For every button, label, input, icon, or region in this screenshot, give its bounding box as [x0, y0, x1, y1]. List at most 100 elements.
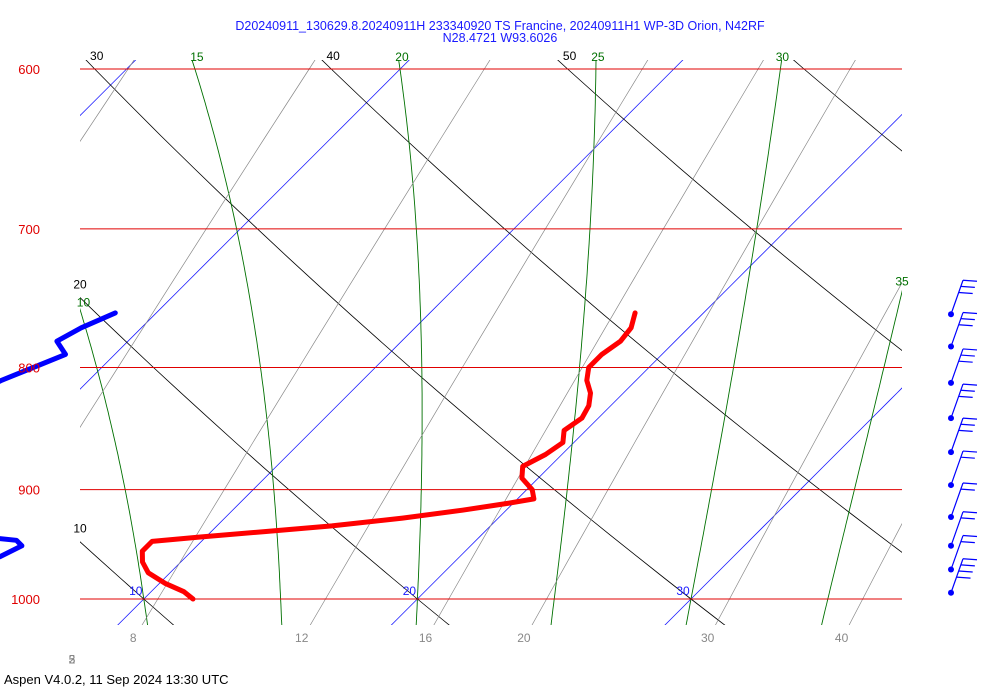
- isotherm-line: [904, 0, 1000, 659]
- mixing-ratio-line: [0, 0, 40, 659]
- moist-adiabat-line: [550, 60, 597, 625]
- temperature-profile: [139, 310, 638, 602]
- wind-barb-feather: [962, 450, 978, 453]
- footer-version: Aspen V4.0.2, 11 Sep 2024 13:30 UTC: [4, 672, 229, 687]
- mixing-ratio-label: 3: [69, 652, 76, 666]
- wind-barb-feather: [960, 354, 975, 357]
- mixing-ratio-label: 12: [295, 631, 309, 645]
- moist-adiabat-label: 25: [591, 50, 605, 64]
- mixing-ratio-line: [433, 60, 764, 625]
- wind-barb-feather: [958, 324, 973, 327]
- wind-barb-feather: [962, 417, 978, 420]
- pressure-tick-label: 800: [18, 360, 40, 375]
- moist-adiabat-label: 10: [77, 295, 91, 309]
- wind-barb-feather: [960, 488, 975, 491]
- wind-barb-feather: [962, 558, 978, 561]
- dry-adiabat-label: 20: [73, 278, 87, 292]
- sounding-profiles: [0, 310, 638, 602]
- chart-grid: [0, 0, 1000, 659]
- wind-barb-feather: [960, 541, 975, 544]
- wind-barb-feather: [958, 395, 973, 398]
- isotherm-label: 10: [129, 584, 143, 598]
- moist-adiabat-label: 35: [895, 275, 909, 289]
- mixing-ratio-label: 16: [419, 631, 433, 645]
- pressure-tick-label: 700: [18, 222, 40, 237]
- mixing-ratio-line: [531, 60, 856, 625]
- wind-barb-staff: [950, 280, 964, 315]
- wind-barb-feather: [960, 564, 975, 567]
- moist-adiabat-line: [191, 60, 283, 625]
- dry-adiabat-line: [85, 60, 726, 625]
- wind-barb-feather: [960, 389, 975, 392]
- wind-barb-feather: [958, 360, 973, 363]
- isotherm-label: 20: [403, 584, 417, 598]
- wind-barb-feather: [962, 534, 978, 538]
- dry-adiabat-line: [954, 0, 1000, 659]
- mixing-ratio-label: 5: [69, 652, 76, 666]
- dry-adiabat-label: 30: [90, 49, 104, 63]
- pressure-tick-label: 1000: [11, 592, 40, 607]
- mixing-ratio-line: [715, 282, 902, 625]
- dry-adiabat-line: [321, 60, 902, 553]
- moist-adiabat-label: 20: [395, 50, 409, 64]
- isotherm-label: 30: [676, 584, 690, 598]
- grid-labels: -100102030600700800900100010203040501015…: [11, 49, 909, 666]
- isotherm-line: [664, 387, 902, 625]
- pressure-tick-label: 600: [18, 62, 40, 77]
- mixing-ratio-line: [80, 60, 135, 143]
- wind-barb-feather: [960, 423, 975, 426]
- wind-barb-staff: [950, 348, 964, 384]
- wind-barb-staff: [950, 450, 964, 486]
- dry-adiabat-line: [80, 541, 175, 625]
- moist-adiabat-line: [398, 60, 423, 625]
- wind-barb-feather: [962, 311, 978, 315]
- mixing-ratio-label: 2: [69, 652, 76, 666]
- wind-barb-staff: [950, 417, 964, 453]
- mixing-ratio-label: 40: [835, 631, 849, 645]
- wind-barb-feather: [960, 285, 975, 288]
- wind-barb-staff: [950, 383, 964, 419]
- dry-adiabat-label: 50: [563, 49, 577, 63]
- wind-barb-feather: [958, 570, 973, 573]
- isotherm-line: [80, 60, 410, 390]
- mixing-ratio-label: 8: [130, 631, 137, 645]
- wind-barb-feather: [960, 318, 975, 321]
- moist-adiabat-line: [821, 289, 902, 625]
- isotherm-line: [80, 60, 137, 117]
- wind-barb-feather: [962, 511, 978, 514]
- wind-barb-feather: [962, 279, 978, 282]
- mixing-ratio-line: [848, 522, 902, 625]
- dry-adiabat-line: [557, 60, 902, 352]
- pressure-tick-label: 900: [18, 483, 40, 498]
- dry-adiabat-line: [792, 60, 902, 152]
- isotherm-line: [390, 113, 902, 625]
- wind-barb-staff: [950, 482, 964, 518]
- dry-adiabat-line: [80, 296, 450, 625]
- wind-barb-feather: [962, 383, 978, 386]
- mixing-ratio-line: [141, 60, 491, 625]
- wind-barb-feather: [958, 429, 973, 432]
- mixing-ratio-line: [309, 60, 649, 625]
- dry-adiabat-label: 40: [326, 49, 340, 63]
- isobar-lines: [80, 68, 902, 600]
- wind-barb-feather: [962, 482, 978, 485]
- wind-barb-column: [948, 279, 978, 596]
- dewpoint-profile: [0, 310, 118, 560]
- wind-barb-feather: [960, 456, 975, 459]
- chart-title-line1: D20240911_130629.8.20240911H 233340920 T…: [235, 19, 765, 33]
- moist-adiabat-label: 15: [190, 50, 204, 64]
- wind-barb-feather: [958, 291, 973, 295]
- mixing-ratio-label: 30: [701, 631, 715, 645]
- dry-adiabat-label: 10: [73, 522, 87, 536]
- moist-adiabat-line: [80, 307, 149, 625]
- wind-barb-feather: [962, 348, 978, 351]
- isotherm-line: [117, 60, 684, 625]
- mixing-ratio-label: 20: [517, 631, 531, 645]
- wind-barb-feather: [960, 517, 975, 520]
- wind-barb-staff: [950, 312, 964, 347]
- chart-title-line2: N28.4721 W93.6026: [443, 31, 558, 45]
- wind-barb-feather: [956, 576, 971, 579]
- moist-adiabat-label: 30: [776, 50, 790, 64]
- moist-adiabat-line: [685, 60, 783, 625]
